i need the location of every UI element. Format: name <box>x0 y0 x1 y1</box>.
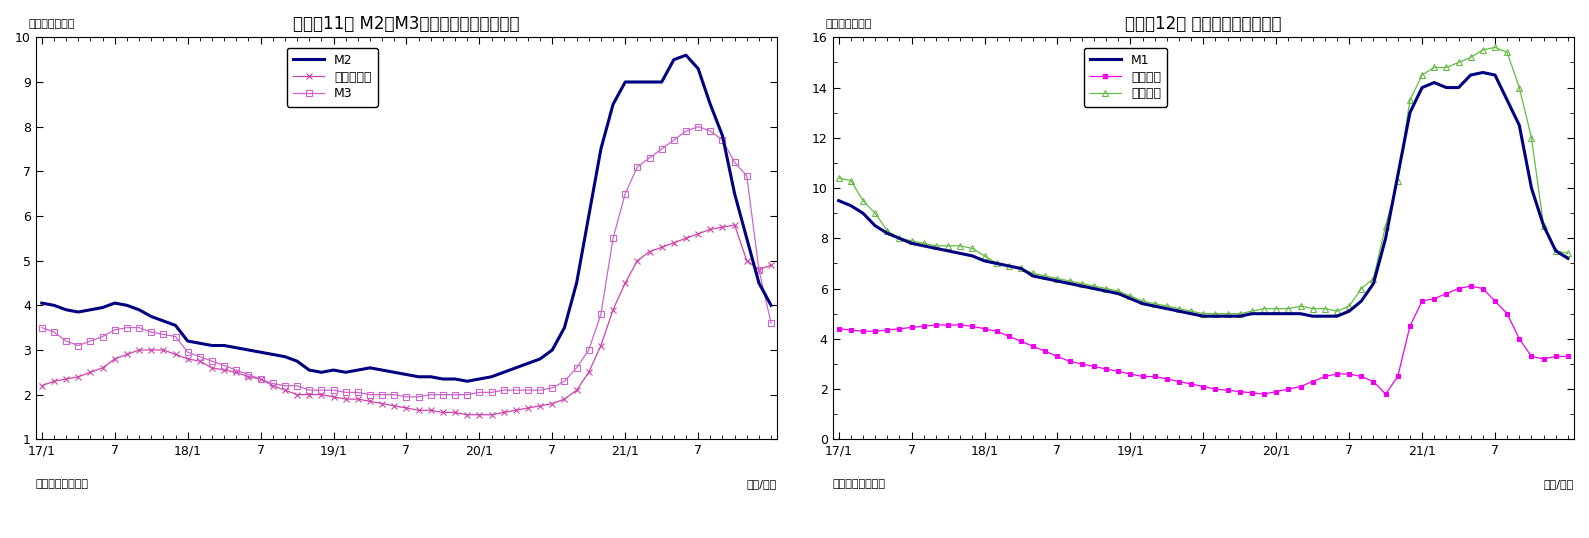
Legend: M2, 広義流動性, M3: M2, 広義流動性, M3 <box>286 47 378 107</box>
Text: （年/月）: （年/月） <box>747 479 777 490</box>
Text: （資料）日本銀行: （資料）日本銀行 <box>833 479 885 490</box>
Text: （資料）日本銀行: （資料）日本銀行 <box>35 479 89 490</box>
Title: （図表12） 現金・預金の伸び率: （図表12） 現金・預金の伸び率 <box>1125 15 1282 33</box>
Text: （年/月）: （年/月） <box>1545 479 1575 490</box>
Legend: M1, 現金通貨, 預金通貨: M1, 現金通貨, 預金通貨 <box>1084 47 1168 107</box>
Text: （前年比、％）: （前年比、％） <box>29 19 75 29</box>
Title: （図表11） M2、M3、広義流動性の伸び率: （図表11） M2、M3、広義流動性の伸び率 <box>294 15 520 33</box>
Text: （前年比、％）: （前年比、％） <box>825 19 871 29</box>
